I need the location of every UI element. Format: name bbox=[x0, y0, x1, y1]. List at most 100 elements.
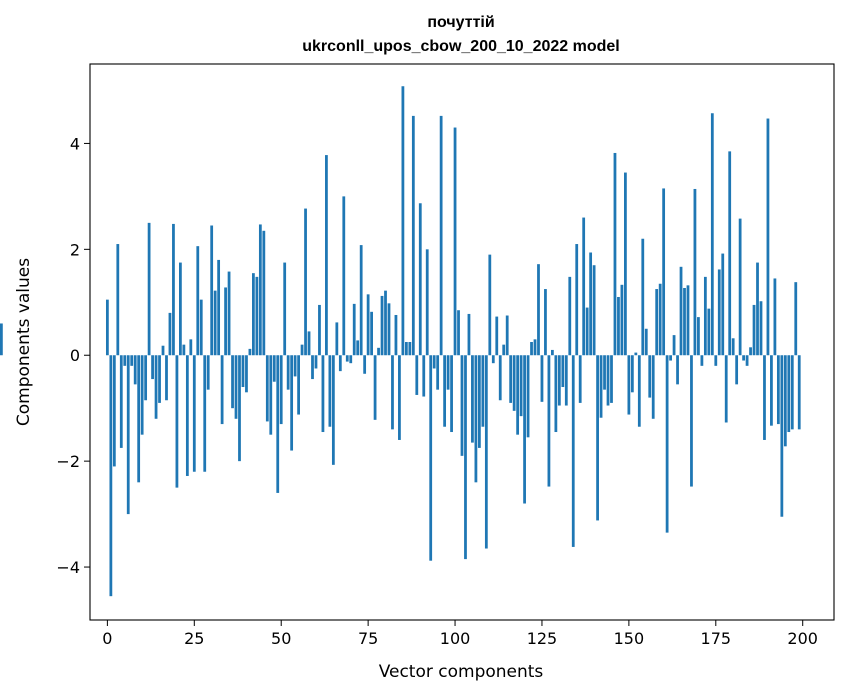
bar-component-51 bbox=[283, 262, 287, 356]
bar-component-48 bbox=[272, 355, 276, 382]
x-axis-label: Vector components bbox=[379, 662, 544, 682]
bar-component-11 bbox=[144, 355, 148, 401]
bar-component-12 bbox=[147, 222, 151, 356]
bar-component-162 bbox=[669, 355, 672, 361]
bar-component-58 bbox=[307, 331, 311, 356]
bar-component-161 bbox=[665, 355, 669, 533]
bar-component-111 bbox=[491, 355, 495, 364]
x-tick-label: 0 bbox=[102, 629, 112, 648]
bar-component-160 bbox=[662, 188, 666, 356]
bar-component-84 bbox=[398, 355, 401, 440]
bar-component-29 bbox=[206, 355, 210, 390]
bar-component-113 bbox=[498, 355, 502, 401]
bar-component-67 bbox=[338, 355, 342, 372]
bar-component-17 bbox=[165, 355, 168, 401]
bar-component-191 bbox=[770, 355, 773, 426]
bar-component-124 bbox=[537, 264, 540, 356]
bar-component-98 bbox=[446, 355, 450, 390]
bar-component-178 bbox=[724, 355, 728, 423]
bar-component-92 bbox=[425, 249, 429, 356]
x-tick-label: 200 bbox=[787, 629, 818, 648]
bar-component-95 bbox=[436, 355, 440, 390]
bar-component-128 bbox=[551, 349, 554, 356]
bar-component-24 bbox=[189, 339, 193, 356]
bar-component-132 bbox=[564, 355, 568, 406]
plot-frame bbox=[89, 63, 835, 621]
bar-component-198 bbox=[794, 282, 798, 356]
bar-component-30 bbox=[210, 225, 214, 356]
bar-component-74 bbox=[363, 355, 367, 374]
bar-component-99 bbox=[450, 355, 453, 433]
bar-component-25 bbox=[192, 355, 196, 472]
bar-component-47 bbox=[269, 355, 273, 435]
bar-component-186 bbox=[752, 304, 756, 356]
bar-component-85 bbox=[401, 86, 405, 356]
x-tick-label: 25 bbox=[184, 629, 204, 648]
bar-component-37 bbox=[234, 355, 238, 419]
bar-component-75 bbox=[366, 294, 370, 356]
bar-component-122 bbox=[530, 342, 533, 356]
bar-component-21 bbox=[179, 262, 182, 356]
bar-component-165 bbox=[679, 266, 683, 356]
bar-component-159 bbox=[658, 283, 662, 356]
bar-component-147 bbox=[617, 296, 620, 356]
bar-component-46 bbox=[265, 355, 269, 422]
y-tick-label: 0 bbox=[70, 346, 80, 365]
bar-component-114 bbox=[502, 344, 506, 356]
bar-component-169 bbox=[693, 188, 697, 356]
bar-component-172 bbox=[703, 276, 707, 356]
bar-component-106 bbox=[474, 355, 478, 483]
y-tick-label: −2 bbox=[56, 452, 80, 471]
bar-component-120 bbox=[523, 355, 526, 504]
bar-component-53 bbox=[290, 355, 294, 451]
bar-component-55 bbox=[297, 355, 300, 415]
bar-component-90 bbox=[418, 203, 422, 356]
x-axis-ticks: 0 25 50 75 100 125 150 175 200 bbox=[102, 620, 818, 648]
bar-component-80 bbox=[384, 290, 387, 356]
bar-component-164 bbox=[676, 355, 679, 385]
bar-component-100 bbox=[453, 127, 457, 356]
bar-component-86 bbox=[404, 342, 408, 356]
bar-component-49 bbox=[276, 355, 280, 493]
bar-component-14 bbox=[154, 355, 158, 419]
bar-component-88 bbox=[411, 115, 415, 356]
bar-component-182 bbox=[738, 218, 742, 356]
bar-component-13 bbox=[151, 355, 154, 380]
bar-component-6 bbox=[126, 355, 130, 515]
bar-component-196 bbox=[787, 355, 791, 433]
bar-component-19 bbox=[172, 223, 175, 356]
bar-component-193 bbox=[776, 355, 780, 425]
bar-component-176 bbox=[717, 269, 721, 356]
bar-component-62 bbox=[321, 355, 325, 433]
bar-component-146 bbox=[613, 152, 617, 356]
bar-component-66 bbox=[335, 322, 339, 356]
chart-title-line-1: почуттій bbox=[427, 14, 494, 31]
bar-component-170 bbox=[697, 317, 700, 356]
bar-component-167 bbox=[686, 285, 690, 356]
bar-component-166 bbox=[683, 287, 686, 356]
bar-component-10 bbox=[140, 355, 144, 435]
bar-component-32 bbox=[217, 259, 221, 356]
bar-component-168 bbox=[690, 355, 693, 487]
bar-component-0 bbox=[105, 299, 109, 356]
bar-component-129 bbox=[554, 355, 558, 433]
bar-component-8 bbox=[133, 355, 137, 385]
bar-component-18 bbox=[168, 312, 172, 356]
bar-component-192 bbox=[773, 278, 777, 356]
bar-component-69 bbox=[345, 355, 349, 362]
bars-group bbox=[0, 86, 801, 597]
bar-component-94 bbox=[432, 355, 436, 369]
x-tick-label: 125 bbox=[527, 629, 558, 648]
bar-component-81 bbox=[387, 303, 391, 356]
bar-component-89 bbox=[415, 355, 419, 395]
bar-component-96 bbox=[439, 115, 443, 356]
bar-component-175 bbox=[714, 355, 718, 366]
bar-component-83 bbox=[394, 314, 398, 356]
bar-component-59 bbox=[311, 355, 314, 380]
bar-component-22 bbox=[182, 344, 186, 356]
bar-component-73 bbox=[359, 245, 363, 356]
bar-component-44 bbox=[258, 224, 262, 356]
bar-component-41 bbox=[248, 348, 252, 356]
bar-component-109 bbox=[484, 355, 488, 549]
bar-component-9 bbox=[137, 355, 141, 483]
